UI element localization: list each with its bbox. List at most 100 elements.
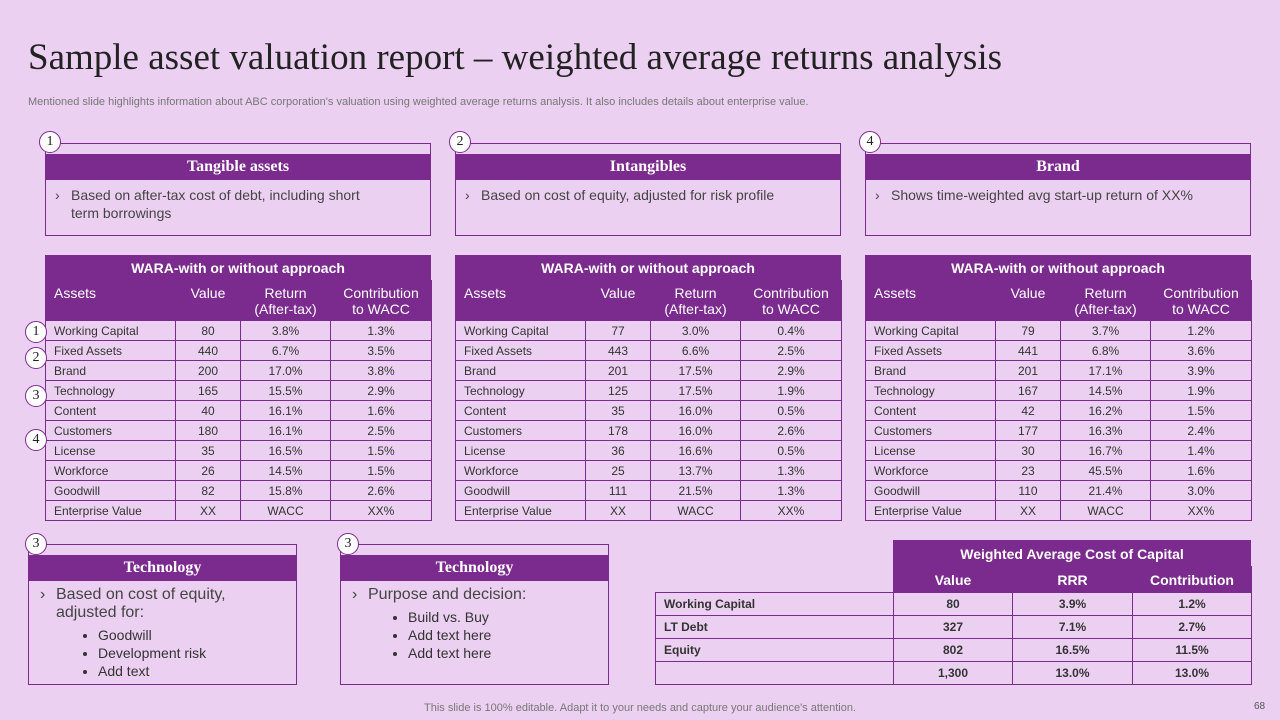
table-cell: 1.3% bbox=[740, 480, 842, 501]
table-cell: 17.1% bbox=[1060, 360, 1151, 381]
table-cell: 16.5% bbox=[1012, 638, 1133, 662]
table-cell: 77 bbox=[585, 320, 651, 341]
table-cell: Working Capital bbox=[655, 592, 894, 616]
table-cell: 2.6% bbox=[330, 480, 432, 501]
table-cell: 26 bbox=[175, 460, 241, 481]
subtitle: Mentioned slide highlights information a… bbox=[28, 96, 809, 108]
table-header: Contribution to WACC bbox=[330, 280, 432, 321]
table-header: Contribution to WACC bbox=[1150, 280, 1252, 321]
badge: 3 bbox=[337, 533, 359, 555]
table-cell: Enterprise Value bbox=[45, 500, 176, 521]
table-cell: 16.7% bbox=[1060, 440, 1151, 461]
table-cell: 441 bbox=[995, 340, 1061, 361]
table-header: Value bbox=[893, 566, 1013, 593]
table-title: Weighted Average Cost of Capital bbox=[893, 540, 1251, 567]
table-cell: 200 bbox=[175, 360, 241, 381]
table-cell: 25 bbox=[585, 460, 651, 481]
table-cell: 0.5% bbox=[740, 440, 842, 461]
card bbox=[45, 143, 431, 236]
table-header: Value bbox=[995, 280, 1061, 321]
table-cell: 167 bbox=[995, 380, 1061, 401]
table-cell: 1.9% bbox=[740, 380, 842, 401]
table-cell: Content bbox=[865, 400, 996, 421]
card-body: Purpose and decision:Build vs. BuyAdd te… bbox=[352, 586, 598, 662]
table-cell: 42 bbox=[995, 400, 1061, 421]
card-header: Brand bbox=[865, 154, 1251, 180]
table-cell: 14.5% bbox=[1060, 380, 1151, 401]
card bbox=[865, 143, 1251, 236]
table-header: Assets bbox=[865, 280, 996, 321]
table-cell: 3.5% bbox=[330, 340, 432, 361]
table-cell: Customers bbox=[45, 420, 176, 441]
table-cell: XX% bbox=[1150, 500, 1252, 521]
bullet: Build vs. Buy bbox=[408, 608, 598, 626]
table-cell: 440 bbox=[175, 340, 241, 361]
badge: 3 bbox=[25, 533, 47, 555]
bullet: Add text here bbox=[408, 626, 598, 644]
table-cell: 14.5% bbox=[240, 460, 331, 481]
table-cell bbox=[655, 661, 894, 685]
table-cell: 16.1% bbox=[240, 420, 331, 441]
table-cell: Working Capital bbox=[865, 320, 996, 341]
badge: 2 bbox=[25, 347, 47, 369]
table-cell: Goodwill bbox=[45, 480, 176, 501]
table-header: Assets bbox=[45, 280, 176, 321]
bullet: Add text here bbox=[408, 644, 598, 662]
table-cell: 6.8% bbox=[1060, 340, 1151, 361]
card-header: Intangibles bbox=[455, 154, 841, 180]
badge: 3 bbox=[25, 385, 47, 407]
table-cell: 125 bbox=[585, 380, 651, 401]
table-cell: 79 bbox=[995, 320, 1061, 341]
table-cell: License bbox=[865, 440, 996, 461]
table-header: Return (After-tax) bbox=[240, 280, 331, 321]
table-cell: Goodwill bbox=[455, 480, 586, 501]
table-cell: 80 bbox=[893, 592, 1013, 616]
table-cell: Technology bbox=[865, 380, 996, 401]
table-cell: 80 bbox=[175, 320, 241, 341]
badge: 2 bbox=[449, 131, 471, 153]
card-header: Tangible assets bbox=[45, 154, 431, 180]
table-cell: XX bbox=[995, 500, 1061, 521]
card-header: Technology bbox=[340, 555, 609, 581]
table-cell: 2.7% bbox=[1132, 615, 1252, 639]
card-text: Based on cost of equity, adjusted for ri… bbox=[465, 186, 801, 204]
table-cell: 201 bbox=[585, 360, 651, 381]
card-text: Based on after-tax cost of debt, includi… bbox=[55, 186, 391, 222]
table-cell: 2.4% bbox=[1150, 420, 1252, 441]
table-cell: 110 bbox=[995, 480, 1061, 501]
table-cell: Customers bbox=[455, 420, 586, 441]
table-cell: 6.7% bbox=[240, 340, 331, 361]
table-cell: License bbox=[45, 440, 176, 461]
table-cell: 1.6% bbox=[1150, 460, 1252, 481]
card bbox=[455, 143, 841, 236]
table-header: Assets bbox=[455, 280, 586, 321]
table-cell: WACC bbox=[240, 500, 331, 521]
table-cell: 1.3% bbox=[330, 320, 432, 341]
table-title: WARA-with or without approach bbox=[45, 255, 431, 281]
table-cell: Enterprise Value bbox=[865, 500, 996, 521]
table-cell: Workforce bbox=[455, 460, 586, 481]
table-cell: Content bbox=[455, 400, 586, 421]
table-cell: XX% bbox=[330, 500, 432, 521]
table-cell: 0.4% bbox=[740, 320, 842, 341]
bullet: Development risk bbox=[98, 644, 286, 662]
table-cell: 3.6% bbox=[1150, 340, 1252, 361]
badge: 4 bbox=[859, 131, 881, 153]
table-cell: Workforce bbox=[45, 460, 176, 481]
table-cell: Brand bbox=[45, 360, 176, 381]
table-cell: 3.9% bbox=[1150, 360, 1252, 381]
table-cell: Goodwill bbox=[865, 480, 996, 501]
table-cell: 23 bbox=[995, 460, 1061, 481]
table-cell: 13.0% bbox=[1132, 661, 1252, 685]
table-header: Return (After-tax) bbox=[1060, 280, 1151, 321]
table-cell: 3.7% bbox=[1060, 320, 1151, 341]
table-cell: 16.3% bbox=[1060, 420, 1151, 441]
table-cell: 16.0% bbox=[650, 400, 741, 421]
table-cell: 35 bbox=[175, 440, 241, 461]
table-cell: WACC bbox=[650, 500, 741, 521]
table-cell: Content bbox=[45, 400, 176, 421]
table-cell: 36 bbox=[585, 440, 651, 461]
table-cell: 201 bbox=[995, 360, 1061, 381]
bullet: Add text bbox=[98, 662, 286, 680]
